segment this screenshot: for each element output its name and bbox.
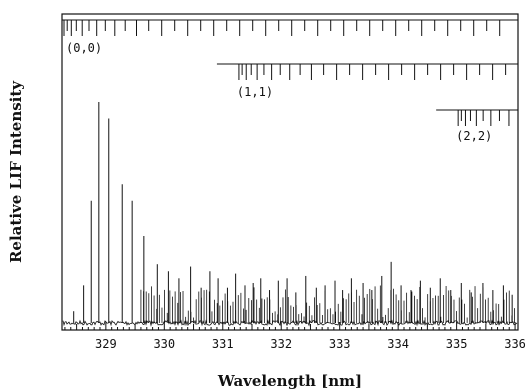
band-marker-00: (0,0): [62, 19, 518, 55]
band-marker-22: (2,2): [436, 109, 518, 143]
x-tick-label: 330: [153, 337, 175, 351]
x-axis-ticks: [64, 322, 516, 330]
spectrum-baseline-noise: [62, 319, 518, 327]
x-tick-label: 334: [387, 337, 409, 351]
band-label-22: (2,2): [456, 129, 492, 143]
spectrum-trace: [62, 102, 518, 327]
x-tick-label: 333: [329, 337, 351, 351]
x-axis-tick-labels: 329 330 331 332 333 334 335 336: [95, 337, 526, 351]
x-tick-label: 329: [95, 337, 117, 351]
x-tick-label: 336: [504, 337, 526, 351]
band-markers: (0,0) (1,1) (2,2): [62, 19, 518, 143]
x-tick-label: 335: [446, 337, 468, 351]
plot-frame: [61, 13, 519, 331]
x-tick-label: 332: [270, 337, 292, 351]
band-label-00: (0,0): [66, 41, 102, 55]
x-axis-label: Wavelength [nm]: [217, 372, 362, 390]
band-label-11: (1,1): [237, 85, 273, 99]
spectrum-peaks: [73, 102, 515, 323]
band-marker-00-ticks: [63, 20, 501, 36]
y-axis-label: Relative LIF Intensity: [7, 80, 25, 263]
band-marker-11: (1,1): [216, 63, 518, 99]
band-marker-22-ticks: [457, 110, 510, 126]
band-marker-11-ticks: [238, 64, 507, 80]
x-tick-label: 331: [212, 337, 234, 351]
